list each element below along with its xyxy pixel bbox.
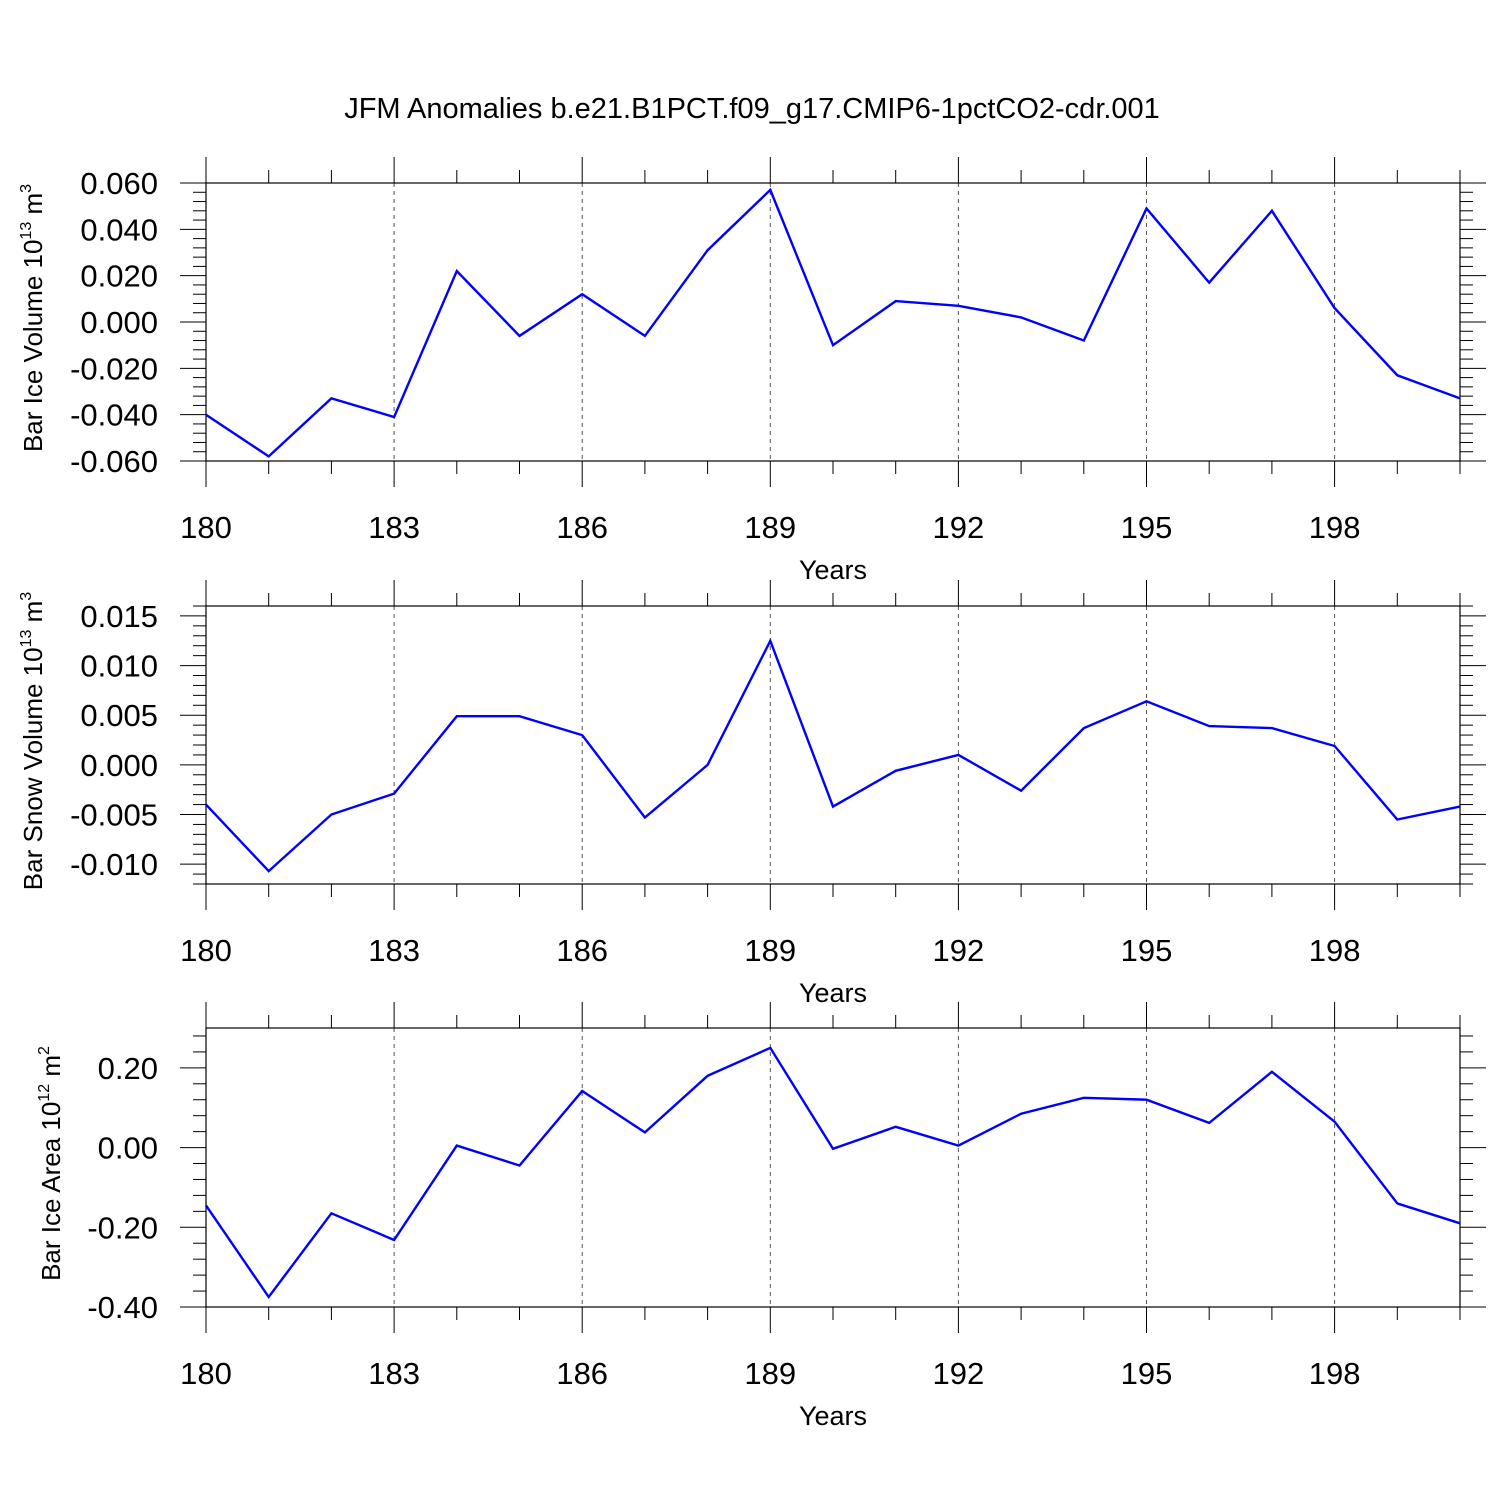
chart-panel-1: 180 183 186 189 192 195 198 Years -0.060 -0.040 -0…: [18, 157, 1486, 585]
x-tick-label: 183: [368, 933, 420, 968]
y-axis-label: Bar Ice Volume 1013 m3: [18, 184, 48, 452]
x-axis-label: Years: [799, 1401, 867, 1431]
y-tick-label: 0.000: [80, 748, 158, 783]
series-line: [205, 637, 1461, 873]
y-axis-label-unit-exponent: 3: [18, 184, 35, 193]
y-tick-label: 0.060: [80, 166, 158, 201]
y-tick-label: 0.005: [80, 698, 158, 733]
x-tick-label: 192: [933, 510, 985, 545]
y-axis-label-unit: m: [36, 1055, 66, 1084]
x-tick-label: 189: [744, 933, 796, 968]
y-tick-label: 0.010: [80, 649, 158, 684]
x-tick-label: 192: [933, 1356, 985, 1391]
x-tick-label: 198: [1309, 510, 1361, 545]
x-tick-label: 183: [368, 510, 420, 545]
x-tick-label: 189: [744, 510, 796, 545]
chart-panel-3: 180 183 186 189 192 195 198 Years -0.40 -0.20 0.00…: [36, 1002, 1486, 1431]
y-axis-label-name: Bar Ice Area 10: [36, 1102, 66, 1281]
x-tick-label: 183: [368, 1356, 420, 1391]
x-tick-label: 195: [1121, 1356, 1173, 1391]
y-axis-label-unit-exponent: 3: [18, 592, 35, 601]
y-axis-label-name: Bar Ice Volume 10: [18, 240, 48, 452]
y-axis-label-unit: m: [18, 601, 48, 630]
y-tick-label: -0.040: [70, 398, 158, 433]
y-axis-label-exponent: 13: [18, 222, 35, 240]
x-tick-label: 186: [556, 510, 608, 545]
y-tick-label: -0.005: [70, 798, 158, 833]
x-tick-label: 180: [180, 933, 232, 968]
y-tick-label: -0.060: [70, 444, 158, 479]
y-tick-label: 0.015: [80, 599, 158, 634]
x-tick-label: 180: [180, 1356, 232, 1391]
x-tick-label: 192: [933, 933, 985, 968]
y-axis-label-exponent: 13: [18, 629, 35, 647]
x-tick-label: 186: [556, 933, 608, 968]
x-tick-label: 180: [180, 510, 232, 545]
series-line: [205, 1046, 1461, 1300]
y-tick-label: 0.000: [80, 305, 158, 340]
y-tick-label: 0.00: [98, 1131, 158, 1166]
x-tick-label: 186: [556, 1356, 608, 1391]
y-tick-label: 0.040: [80, 212, 158, 247]
x-tick-label: 198: [1309, 933, 1361, 968]
series-line: [205, 187, 1461, 458]
y-axis-label-name: Bar Snow Volume 10: [18, 647, 48, 890]
x-tick-label: 198: [1309, 1356, 1361, 1391]
y-axis-label-exponent: 12: [36, 1084, 53, 1102]
chart-panels: 180 183 186 189 192 195 198 Years -0.060 -0.040 -0…: [18, 157, 1486, 1431]
y-axis-label: Bar Ice Area 1012 m2: [36, 1046, 66, 1281]
y-tick-label: -0.010: [70, 847, 158, 882]
x-tick-label: 195: [1121, 510, 1173, 545]
y-tick-label: -0.40: [87, 1290, 158, 1325]
x-tick-label: 195: [1121, 933, 1173, 968]
y-tick-label: 0.020: [80, 259, 158, 294]
y-axis-label: Bar Snow Volume 1013 m3: [18, 592, 48, 891]
y-tick-label: -0.20: [87, 1210, 158, 1245]
figure-title: JFM Anomalies b.e21.B1PCT.f09_g17.CMIP6-…: [344, 93, 1160, 125]
chart-panel-2: 180 183 186 189 192 195 198 Years -0.010 -0.005 0.…: [18, 580, 1486, 1008]
y-tick-label: 0.20: [98, 1051, 158, 1086]
x-axis-label: Years: [799, 555, 867, 585]
y-axis-label-unit-exponent: 2: [36, 1046, 53, 1055]
x-axis-label: Years: [799, 978, 867, 1008]
x-tick-label: 189: [744, 1356, 796, 1391]
y-axis-label-unit: m: [18, 193, 48, 222]
y-tick-label: -0.020: [70, 351, 158, 386]
